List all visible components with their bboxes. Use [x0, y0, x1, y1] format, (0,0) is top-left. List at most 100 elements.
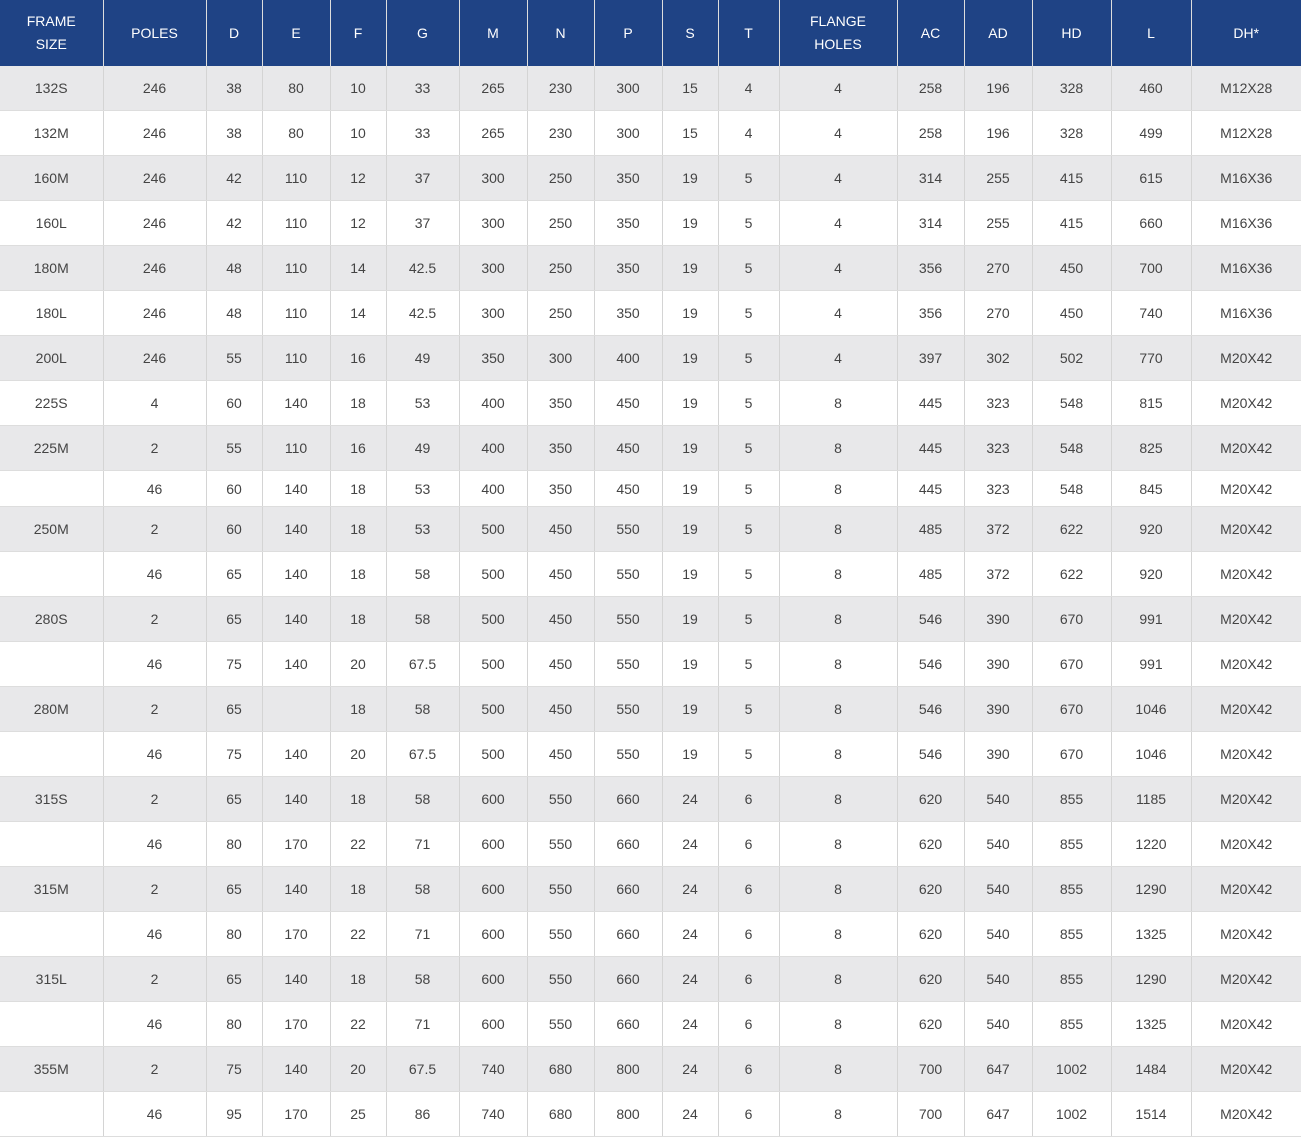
table-row: 315L 2 65 140 18 58 600 550 660 24 6 8 620 540 855 1290… — [0, 956, 1301, 1002]
table-cell: 315L — [0, 956, 104, 1002]
table-cell: 46 — [103, 1001, 207, 1047]
table-cell: 19 — [662, 641, 719, 687]
table-cell: 548 — [1032, 470, 1112, 507]
table-cell: 37 — [386, 200, 460, 246]
table-cell: 647 — [964, 1091, 1033, 1137]
table-cell: 19 — [662, 200, 719, 246]
table-cell: 485 — [897, 551, 965, 597]
table-cell: 33 — [386, 110, 460, 156]
table-row: 315S 2 65 140 18 58 600 550 660 24 6 8 620 540 855 1185… — [0, 776, 1301, 822]
table-cell: 15 — [662, 110, 719, 156]
table-row: 180M 246 48 110 14 42.5 300 250 350 19 5 4 356 270 450… — [0, 245, 1301, 291]
table-cell: M20X42 — [1191, 470, 1301, 507]
table-cell: 550 — [527, 866, 595, 912]
table-cell: 20 — [330, 1046, 387, 1092]
table-cell: 550 — [527, 776, 595, 822]
table-cell: 415 — [1032, 200, 1112, 246]
table-cell: 8 — [779, 506, 898, 552]
table-row: 160L 246 42 110 12 37 300 250 350 19 5 4 314 255 415 66… — [0, 200, 1301, 246]
table-cell: 8 — [779, 911, 898, 957]
table-cell: 140 — [262, 956, 331, 1002]
table-cell: 2 — [103, 686, 207, 732]
table-row: 225M 2 55 110 16 49 400 350 450 19 5 8 445 323 548 825 M… — [0, 425, 1301, 471]
table-cell: 1325 — [1111, 911, 1192, 957]
table-cell: 24 — [662, 866, 719, 912]
table-cell: 16 — [330, 335, 387, 381]
table-cell: 140 — [262, 551, 331, 597]
table-cell: 5 — [718, 596, 780, 642]
table-cell: 246 — [103, 335, 207, 381]
table-cell: 132S — [0, 66, 104, 111]
table-cell: M20X42 — [1191, 1046, 1301, 1092]
table-cell: 700 — [897, 1046, 965, 1092]
table-cell: 550 — [594, 686, 663, 732]
table-cell: 18 — [330, 776, 387, 822]
table-cell: 670 — [1032, 731, 1112, 777]
table-cell: 500 — [459, 686, 528, 732]
table-cell: 8 — [779, 551, 898, 597]
table-cell: 550 — [527, 956, 595, 1002]
table-cell: 270 — [964, 245, 1033, 291]
table-cell: 19 — [662, 470, 719, 507]
table-cell: 80 — [206, 821, 263, 867]
table-row: 46 60 140 18 53 400 350 450 19 5 8 445 323 548 845 M20X… — [0, 470, 1301, 507]
table-cell: 5 — [718, 551, 780, 597]
column-header-text: N — [555, 24, 566, 41]
table-cell: 8 — [779, 866, 898, 912]
table-cell: 1325 — [1111, 1001, 1192, 1047]
table-cell: 350 — [527, 425, 595, 471]
table-cell: 5 — [718, 425, 780, 471]
table-cell: 80 — [262, 110, 331, 156]
column-header-text: POLES — [131, 24, 178, 41]
column-header: HD — [1032, 0, 1112, 66]
table-cell: 42 — [206, 200, 263, 246]
table-cell: 8 — [779, 776, 898, 822]
table-cell: 18 — [330, 470, 387, 507]
table-cell: 355M — [0, 1046, 104, 1092]
table-cell: 6 — [718, 956, 780, 1002]
table-cell: 258 — [897, 66, 965, 111]
table-cell: 670 — [1032, 641, 1112, 687]
table-cell: 75 — [206, 1046, 263, 1092]
table-cell: 8 — [779, 470, 898, 507]
table-cell: 58 — [386, 551, 460, 597]
table-cell: 19 — [662, 155, 719, 201]
column-header: AC — [897, 0, 965, 66]
table-cell: 660 — [594, 956, 663, 1002]
table-cell: 18 — [330, 551, 387, 597]
table-cell: 110 — [262, 290, 331, 336]
table-cell: 600 — [459, 1001, 528, 1047]
table-cell: 42 — [206, 155, 263, 201]
table-cell: 400 — [459, 470, 528, 507]
table-cell: 170 — [262, 821, 331, 867]
table-cell: 500 — [459, 506, 528, 552]
table-cell — [0, 1091, 104, 1137]
column-header-text: FRAME SIZE — [26, 13, 76, 52]
table-cell: 740 — [459, 1046, 528, 1092]
table-cell: 372 — [964, 551, 1033, 597]
table-cell: 110 — [262, 425, 331, 471]
column-header: FLANGE HOLES — [779, 0, 898, 66]
table-cell: 356 — [897, 245, 965, 291]
table-cell: M20X42 — [1191, 911, 1301, 957]
table-cell: 95 — [206, 1091, 263, 1137]
table-cell: 280M — [0, 686, 104, 732]
table-cell: 8 — [779, 686, 898, 732]
column-header: G — [386, 0, 460, 66]
table-cell: 600 — [459, 866, 528, 912]
table-cell: 5 — [718, 686, 780, 732]
table-cell: 546 — [897, 596, 965, 642]
table-cell: 65 — [206, 596, 263, 642]
table-cell: 19 — [662, 731, 719, 777]
table-cell: 4 — [103, 380, 207, 426]
table-cell: 5 — [718, 245, 780, 291]
table-cell: 55 — [206, 335, 263, 381]
table-cell: 450 — [594, 470, 663, 507]
table-cell: 445 — [897, 470, 965, 507]
table-cell: M16X36 — [1191, 155, 1301, 201]
table-cell: 80 — [206, 911, 263, 957]
table-row: 46 75 140 20 67.5 500 450 550 19 5 8 546 390 670 1046 M… — [0, 731, 1301, 777]
table-cell: 825 — [1111, 425, 1192, 471]
table-cell: 14 — [330, 290, 387, 336]
table-cell: 855 — [1032, 911, 1112, 957]
